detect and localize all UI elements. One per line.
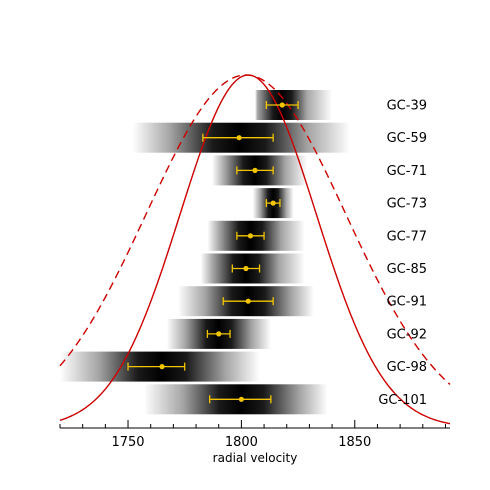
x-axis-title: radial velocity [213, 451, 298, 465]
x-axis: 1750 1800 1850 [59, 420, 450, 450]
point-gc-73 [270, 200, 276, 206]
label-gc-98: GC-98 [387, 360, 427, 375]
label-gc-71: GC-71 [387, 164, 427, 179]
label-gc-91: GC-91 [387, 295, 427, 310]
gaussian-curves [59, 74, 451, 425]
label-gc-85: GC-85 [387, 262, 427, 277]
point-gc-59 [236, 135, 242, 141]
point-gc-77 [247, 233, 254, 239]
cluster-labels: GC-39 GC-59 GC-71 GC-73 GC-77 GC-85 GC-91 GC-92… [378, 99, 427, 408]
point-gc-85 [243, 265, 249, 272]
point-gc-98 [159, 364, 165, 370]
point-gc-39 [279, 102, 285, 108]
label-gc-77: GC-77 [387, 229, 427, 244]
label-gc-92: GC-92 [387, 327, 427, 342]
tick-label-1850: 1850 [338, 435, 371, 450]
point-gc-92 [216, 331, 222, 337]
dashed-curve [59, 74, 451, 385]
label-gc-73: GC-73 [387, 197, 427, 212]
label-gc-59: GC-59 [387, 131, 427, 146]
label-gc-39: GC-39 [387, 99, 427, 114]
error-bars [127, 101, 299, 404]
point-gc-91 [245, 298, 251, 304]
tick-label-1750: 1750 [111, 435, 144, 450]
label-gc-101: GC-101 [378, 393, 427, 408]
point-gc-101 [238, 396, 244, 402]
tick-label-1800: 1800 [225, 435, 258, 450]
point-gc-71 [252, 167, 258, 173]
solid-curve [59, 74, 451, 425]
